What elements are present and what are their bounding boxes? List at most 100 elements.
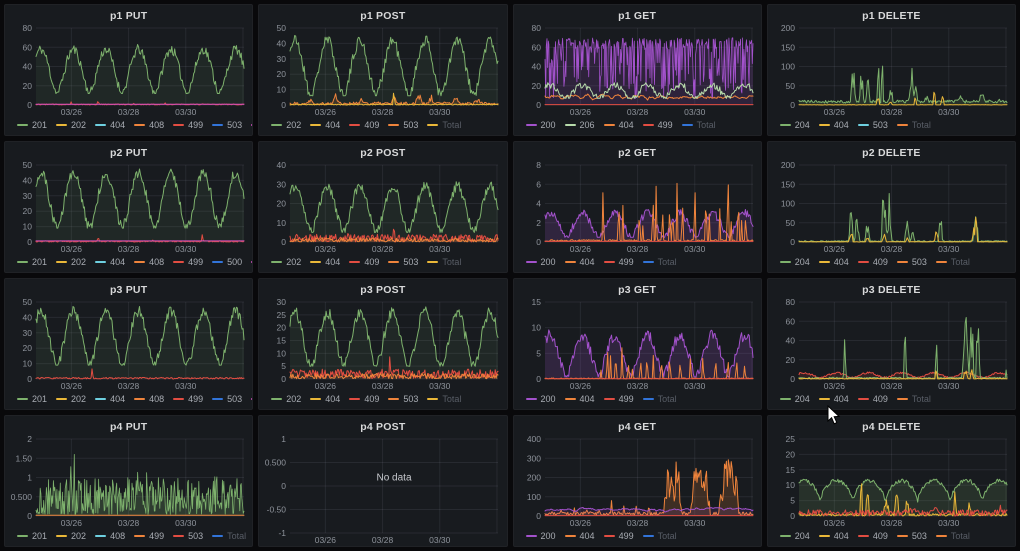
legend-item-p2-delete-404[interactable]: 404	[818, 257, 849, 267]
legend-item-p1-put-408[interactable]: 408	[134, 120, 164, 130]
legend-item-p3-delete-204[interactable]: 204	[779, 394, 810, 404]
chart-canvas[interactable]: 0 2 4 6 8 03/26 03/28 03/30	[517, 160, 758, 255]
panel-title[interactable]: p3 PUT	[109, 283, 148, 296]
legend-item-p2-put-500[interactable]: 500	[212, 257, 242, 267]
legend-item-p1-post-409[interactable]: 409	[349, 120, 379, 130]
panel-title[interactable]: p4 POST	[360, 420, 406, 433]
legend-item-p4-get-total[interactable]: Total	[642, 531, 677, 541]
time-series-plot[interactable]: 0 0.500 1 1.50 2 03/26 03/28 03/30	[8, 434, 249, 529]
chart-canvas[interactable]: 0 10 20 30 40 50 03/26 03/28 03/30	[8, 160, 249, 255]
panel-title[interactable]: p1 PUT	[109, 9, 148, 22]
legend-item-p1-put-503[interactable]: 503	[212, 120, 242, 130]
legend-item-p3-post-total[interactable]: Total	[427, 394, 461, 404]
chart-canvas[interactable]: 0 5 10 15 03/26 03/28 03/30	[517, 297, 758, 392]
legend-item-p4-put-201[interactable]: 201	[17, 531, 47, 541]
legend-item-p3-get-200[interactable]: 200	[525, 394, 556, 404]
legend-item-p1-get-206[interactable]: 206	[564, 120, 595, 130]
legend-item-p2-delete-204[interactable]: 204	[779, 257, 810, 267]
time-series-plot[interactable]: 0 5 10 15 03/26 03/28 03/30	[517, 297, 758, 392]
chart-canvas[interactable]: 0 20 40 60 80 03/26 03/28 03/30	[8, 23, 249, 118]
legend-item-p3-put-503[interactable]: 503	[212, 394, 242, 404]
legend-item-p4-delete-204[interactable]: 204	[779, 531, 810, 541]
panel-title[interactable]: p2 POST	[360, 146, 406, 159]
chart-canvas[interactable]: 0 50 100 150 200 03/26 03/28 03/30	[771, 160, 1012, 255]
chart-canvas[interactable]: 0 10 20 30 40 50 03/26 03/28 03/30	[262, 23, 503, 118]
panel-title[interactable]: p2 PUT	[109, 146, 148, 159]
time-series-plot[interactable]: 0 20 40 60 80 03/26 03/28 03/30	[8, 23, 249, 118]
legend-item-p4-delete-404[interactable]: 404	[818, 531, 849, 541]
panel-title[interactable]: p4 PUT	[109, 420, 148, 433]
legend-item-p1-post-404[interactable]: 404	[310, 120, 340, 130]
time-series-plot[interactable]: 0 10 20 30 40 03/26 03/28 03/30	[262, 160, 503, 255]
time-series-plot[interactable]: 0 10 20 30 40 50 03/26 03/28 03/30	[262, 23, 503, 118]
legend-item-p1-put-total[interactable]: Total	[251, 120, 253, 130]
legend-item-p4-delete-503[interactable]: 503	[896, 531, 927, 541]
legend-item-p1-get-499[interactable]: 499	[642, 120, 673, 130]
legend-item-p3-get-total[interactable]: Total	[642, 394, 677, 404]
time-series-plot[interactable]: 0 10 20 30 40 50 03/26 03/28 03/30	[8, 297, 249, 392]
legend-item-p2-get-499[interactable]: 499	[603, 257, 634, 267]
legend-item-p2-post-404[interactable]: 404	[310, 257, 340, 267]
legend-item-p3-put-404[interactable]: 404	[95, 394, 125, 404]
panel-title[interactable]: p2 GET	[618, 146, 657, 159]
legend-item-p1-post-503[interactable]: 503	[388, 120, 418, 130]
legend-item-p1-put-201[interactable]: 201	[17, 120, 47, 130]
panel-title[interactable]: p1 GET	[618, 9, 657, 22]
chart-canvas[interactable]: 0 5 10 15 20 25 03/26 03/28 03/30	[771, 434, 1012, 529]
legend-item-p1-put-202[interactable]: 202	[56, 120, 86, 130]
legend-item-p4-get-200[interactable]: 200	[525, 531, 556, 541]
time-series-plot[interactable]: 0 10 20 30 40 50 03/26 03/28 03/30	[8, 160, 249, 255]
legend-item-p2-post-202[interactable]: 202	[271, 257, 301, 267]
legend-item-p2-delete-409[interactable]: 409	[857, 257, 888, 267]
legend-item-p2-delete-total[interactable]: Total	[935, 257, 970, 267]
time-series-plot[interactable]: 0 5 10 15 20 25 03/26 03/28 03/30	[771, 434, 1012, 529]
legend-item-p3-put-202[interactable]: 202	[56, 394, 86, 404]
legend-item-p4-put-499[interactable]: 499	[134, 531, 164, 541]
legend-item-p4-put-503[interactable]: 503	[173, 531, 203, 541]
legend-item-p2-put-499[interactable]: 499	[173, 257, 203, 267]
legend-item-p2-get-200[interactable]: 200	[525, 257, 556, 267]
legend-item-p1-put-499[interactable]: 499	[173, 120, 203, 130]
legend-item-p4-get-404[interactable]: 404	[564, 531, 595, 541]
legend-item-p3-post-404[interactable]: 404	[310, 394, 340, 404]
legend-item-p2-put-201[interactable]: 201	[17, 257, 47, 267]
time-series-plot[interactable]: 0 50 100 150 200 03/26 03/28 03/30	[771, 23, 1012, 118]
chart-canvas[interactable]: 0 0.500 1 1.50 2 03/26 03/28 03/30	[8, 434, 249, 529]
legend-item-p3-post-202[interactable]: 202	[271, 394, 301, 404]
legend-item-p1-post-202[interactable]: 202	[271, 120, 301, 130]
chart-canvas[interactable]: 0 5 10 15 20 25 30 03/26 03/28 03/30	[262, 297, 503, 392]
legend-item-p4-delete-total[interactable]: Total	[935, 531, 970, 541]
legend-item-p2-post-total[interactable]: Total	[427, 257, 461, 267]
panel-title[interactable]: p2 DELETE	[862, 146, 921, 159]
panel-title[interactable]: p1 POST	[360, 9, 406, 22]
legend-item-p1-get-total[interactable]: Total	[681, 120, 716, 130]
legend-item-p1-delete-404[interactable]: 404	[818, 120, 849, 130]
chart-canvas[interactable]: 0 100 200 300 400 03/26 03/28 03/30	[517, 434, 758, 529]
legend-item-p3-put-total[interactable]: Total	[251, 394, 253, 404]
time-series-plot[interactable]: 0 5 10 15 20 25 30 03/26 03/28 03/30	[262, 297, 503, 392]
panel-title[interactable]: p3 DELETE	[862, 283, 921, 296]
time-series-plot[interactable]: 0 100 200 300 400 03/26 03/28 03/30	[517, 434, 758, 529]
legend-item-p1-delete-503[interactable]: 503	[857, 120, 888, 130]
legend-item-p2-post-503[interactable]: 503	[388, 257, 418, 267]
chart-canvas[interactable]: 0 20 40 60 80 03/26 03/28 03/30	[517, 23, 758, 118]
legend-item-p3-put-201[interactable]: 201	[17, 394, 47, 404]
legend-item-p1-delete-total[interactable]: Total	[896, 120, 931, 130]
panel-title[interactable]: p3 GET	[618, 283, 657, 296]
legend-item-p1-get-200[interactable]: 200	[525, 120, 556, 130]
chart-canvas[interactable]: 0 20 40 60 80 03/26 03/28 03/30	[771, 297, 1012, 392]
chart-canvas[interactable]: -1 -0.50 0 0.500 1 03/26 03/28 03/30 No data	[262, 434, 503, 546]
time-series-plot[interactable]: 0 50 100 150 200 03/26 03/28 03/30	[771, 160, 1012, 255]
panel-title[interactable]: p1 DELETE	[862, 9, 921, 22]
chart-canvas[interactable]: 0 50 100 150 200 03/26 03/28 03/30	[771, 23, 1012, 118]
legend-item-p2-put-404[interactable]: 404	[95, 257, 125, 267]
panel-title[interactable]: p4 DELETE	[862, 420, 921, 433]
panel-title[interactable]: p3 POST	[360, 283, 406, 296]
legend-item-p3-delete-409[interactable]: 409	[857, 394, 888, 404]
legend-item-p3-put-499[interactable]: 499	[173, 394, 203, 404]
legend-item-p3-get-499[interactable]: 499	[603, 394, 634, 404]
legend-item-p1-put-404[interactable]: 404	[95, 120, 125, 130]
legend-item-p3-post-503[interactable]: 503	[388, 394, 418, 404]
legend-item-p3-get-404[interactable]: 404	[564, 394, 595, 404]
time-series-plot[interactable]: 0 20 40 60 80 03/26 03/28 03/30	[517, 23, 758, 118]
